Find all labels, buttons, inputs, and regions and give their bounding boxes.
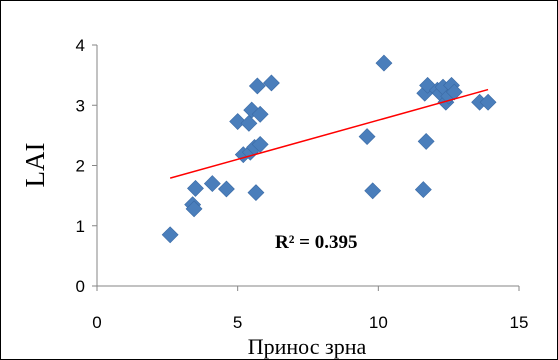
x-tick-label: 0: [92, 313, 101, 332]
data-point: [203, 175, 221, 192]
data-point: [217, 180, 235, 198]
y-tick-label: 2: [76, 157, 85, 176]
trendline: [169, 88, 489, 179]
y-tick-label: 0: [76, 277, 85, 296]
x-tick-label: 15: [510, 313, 529, 332]
data-point: [263, 74, 280, 92]
data-point: [187, 179, 204, 197]
data-point: [247, 184, 265, 202]
data-point: [251, 105, 269, 123]
y-tick-label: 3: [76, 96, 85, 115]
data-point: [248, 77, 266, 95]
x-tick-label: 10: [369, 313, 388, 332]
data-point: [185, 200, 203, 218]
y-tick-labels: 0 1 2 3 4: [76, 36, 85, 296]
x-tick-label: 5: [233, 313, 242, 332]
y-tick-label: 1: [76, 217, 85, 236]
data-point: [161, 226, 179, 244]
data-point: [445, 83, 463, 101]
data-points: [161, 54, 497, 244]
data-point: [229, 113, 247, 130]
data-point: [240, 114, 258, 132]
x-tick-labels: 0 5 10 15: [92, 313, 528, 332]
data-point: [364, 182, 382, 200]
y-axis-title: LAI: [20, 143, 50, 188]
data-point: [417, 132, 435, 150]
y-tick-label: 4: [76, 36, 85, 55]
x-axis-title: Принос зрна: [248, 334, 367, 359]
axes: [92, 44, 520, 291]
data-point: [375, 54, 393, 72]
trendline-group: [169, 88, 489, 179]
data-point: [479, 93, 497, 111]
data-point: [414, 181, 432, 199]
data-point: [358, 128, 376, 146]
r-squared-annotation: R² = 0.395: [275, 232, 358, 253]
